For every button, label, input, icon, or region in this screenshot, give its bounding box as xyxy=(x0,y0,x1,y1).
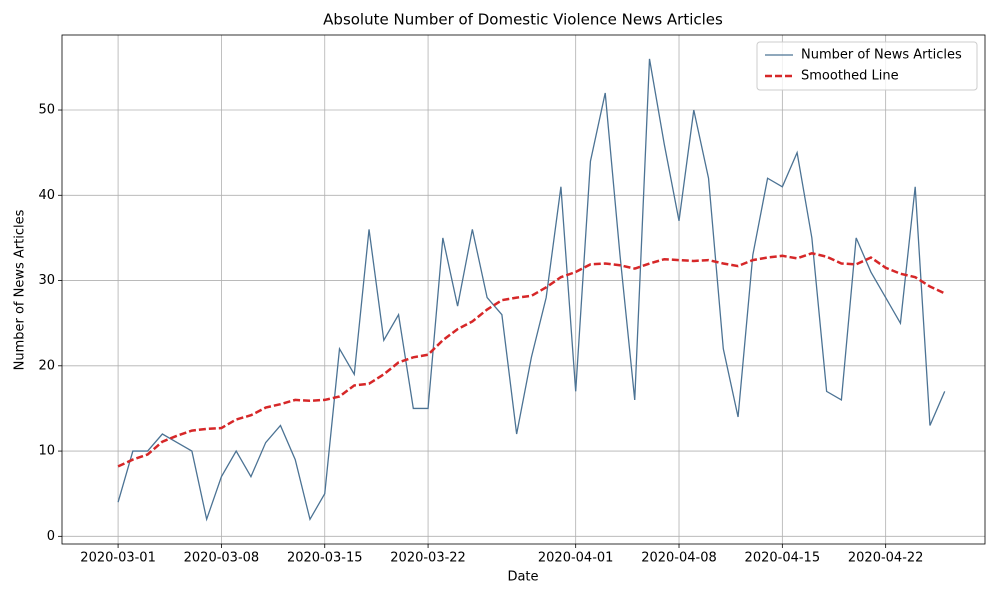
x-tick-label: 2020-03-15 xyxy=(287,551,363,566)
y-tick-label: 20 xyxy=(38,358,55,373)
data-line xyxy=(117,58,946,522)
x-tick-label: 2020-04-15 xyxy=(745,551,821,566)
y-tick-label: 30 xyxy=(38,273,55,288)
chart-title: Absolute Number of Domestic Violence New… xyxy=(323,11,723,29)
x-tick-label: 2020-03-01 xyxy=(80,551,156,566)
plot-frame xyxy=(61,34,986,545)
legend-box xyxy=(756,41,978,91)
legend-label: Smoothed Line xyxy=(801,69,899,84)
x-axis-label: Date xyxy=(507,570,538,585)
y-tick-label: 10 xyxy=(38,444,55,459)
y-tick-label: 50 xyxy=(38,103,55,118)
y-axis-label: Number of News Articles xyxy=(13,209,28,370)
y-tick-label: 0 xyxy=(47,529,55,544)
x-tick-label: 2020-03-22 xyxy=(390,551,466,566)
x-tick-label: 2020-03-08 xyxy=(184,551,260,566)
x-tick-label: 2020-04-22 xyxy=(848,551,924,566)
x-tick-label: 2020-04-01 xyxy=(538,551,614,566)
legend-label: Number of News Articles xyxy=(801,48,962,63)
legend: Number of News Articles Smoothed Line xyxy=(756,41,978,91)
x-tick-label: 2020-04-08 xyxy=(641,551,717,566)
data-line xyxy=(117,251,946,468)
y-tick-label: 40 xyxy=(38,188,55,203)
